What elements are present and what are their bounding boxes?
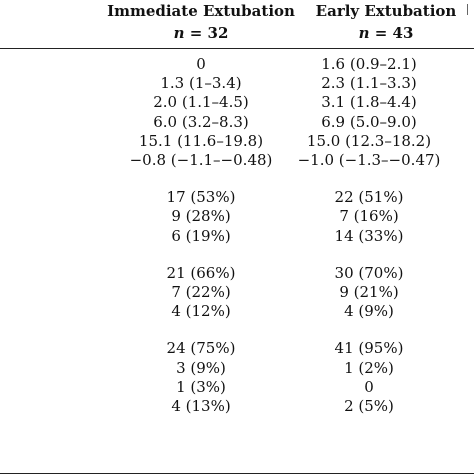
- table-cell-early: 15.0 (12.3–18.2): [306, 132, 432, 150]
- column-header-immediate-extubation: Immediate Extubation n = 32: [106, 0, 296, 44]
- table-cell-immediate: 9 (28%): [171, 207, 231, 225]
- table-cell-immediate: 7 (22%): [171, 283, 231, 301]
- table-cell-early: 1.6 (0.9–2.1): [321, 55, 417, 73]
- header-rule: [0, 48, 474, 49]
- table-cell-immediate: 6 (19%): [171, 227, 231, 245]
- table-cell-early: 6.9 (5.0–9.0): [321, 113, 417, 131]
- column-title-early: Early Extubation: [315, 2, 457, 20]
- sample-size-symbol: n: [358, 24, 370, 42]
- table-cell-early: 0: [364, 378, 374, 396]
- table-cell-immediate: 21 (66%): [166, 264, 236, 282]
- table-cell-early: 4 (9%): [344, 302, 394, 320]
- table-cell-immediate: 15.1 (11.6–19.8): [138, 132, 264, 150]
- table-cell-early: 2.3 (1.1–3.3): [321, 74, 417, 92]
- table-cell-early: 22 (51%): [334, 188, 404, 206]
- sample-size-value: = 32: [189, 24, 229, 42]
- table-cell-early: 41 (95%): [334, 339, 404, 357]
- table-cell-immediate: −0.8 (−1.1–−0.48): [129, 151, 273, 169]
- table-cell-immediate: 4 (13%): [171, 397, 231, 415]
- sample-size-symbol: n: [173, 24, 185, 42]
- column-sample-size-early: n = 43: [286, 22, 474, 44]
- table-cell-immediate: 1.3 (1–3.4): [160, 74, 242, 92]
- table-cell-immediate: 24 (75%): [166, 339, 236, 357]
- table-cell-early: 30 (70%): [334, 264, 404, 282]
- table-cell-early: 7 (16%): [339, 207, 399, 225]
- table-cell-early: 9 (21%): [339, 283, 399, 301]
- table-cell-immediate: 17 (53%): [166, 188, 236, 206]
- table-cell-early: 3.1 (1.8–4.4): [321, 93, 417, 111]
- table-cell-early: 2 (5%): [344, 397, 394, 415]
- table-cell-immediate: 3 (9%): [176, 359, 226, 377]
- clipped-column-edge: [467, 4, 468, 15]
- column-sample-size-immediate: n = 32: [106, 22, 296, 44]
- table-cell-immediate: 1 (3%): [176, 378, 226, 396]
- table-cell-immediate: 6.0 (3.2–8.3): [153, 113, 249, 131]
- table-cell-early: 14 (33%): [334, 227, 404, 245]
- table-cell-immediate: 2.0 (1.1–4.5): [153, 93, 249, 111]
- table-cell-immediate: 0: [196, 55, 206, 73]
- table-cell-immediate: 4 (12%): [171, 302, 231, 320]
- column-header-early-extubation: Early Extubation n = 43: [286, 0, 474, 44]
- table-cell-early: −1.0 (−1.3–−0.47): [297, 151, 441, 169]
- sample-size-value: = 43: [374, 24, 414, 42]
- table-cell-early: 1 (2%): [344, 359, 394, 377]
- column-title-immediate: Immediate Extubation: [107, 2, 295, 20]
